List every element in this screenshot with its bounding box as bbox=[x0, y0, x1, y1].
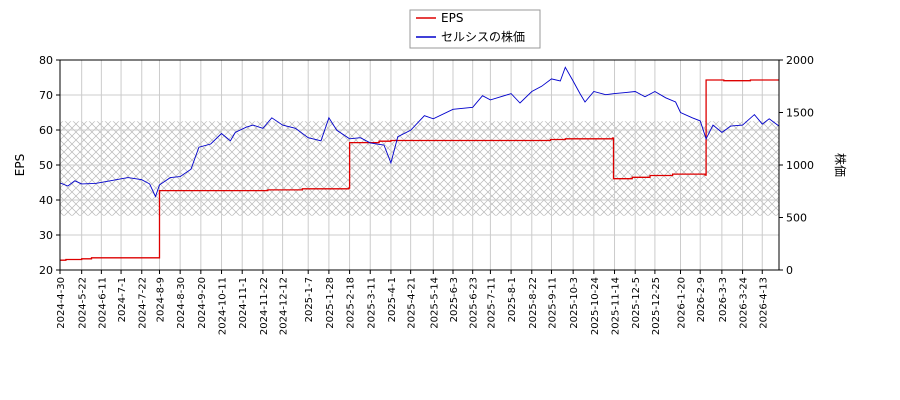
y-tick-label-left: 70 bbox=[39, 89, 53, 102]
x-tick-label: 2024-8-30 bbox=[176, 277, 187, 329]
y-tick-label-right: 1000 bbox=[786, 159, 814, 172]
series-line-1 bbox=[60, 66, 779, 198]
x-tick-label: 2024-4-30 bbox=[56, 277, 67, 329]
x-tick-label: 2025-4-1 bbox=[387, 277, 398, 322]
x-tick-label: 2025-1-28 bbox=[325, 277, 336, 329]
x-tick-label: 2025-3-11 bbox=[366, 277, 377, 329]
y-tick-label-left: 60 bbox=[39, 124, 53, 137]
y-tick-label-right: 1500 bbox=[786, 107, 814, 120]
x-tick-label: 2025-1-7 bbox=[304, 277, 315, 322]
x-tick-label: 2025-7-11 bbox=[486, 277, 497, 329]
x-tick-label: 2025-11-14 bbox=[611, 277, 622, 335]
x-tick-label: 2025-9-11 bbox=[547, 277, 558, 329]
x-tick-label: 2025-8-22 bbox=[528, 277, 539, 329]
x-tick-label: 2025-8-1 bbox=[507, 277, 518, 322]
legend-label-stock-price: セルシスの株価 bbox=[441, 29, 525, 44]
x-tick-label: 2024-6-11 bbox=[97, 277, 108, 329]
y-tick-label-left: 80 bbox=[39, 54, 53, 67]
x-tick-label: 2025-12-5 bbox=[631, 277, 642, 329]
x-tick-label: 2025-10-3 bbox=[569, 277, 580, 329]
y-axis-label-left: EPS bbox=[13, 154, 27, 176]
y-tick-label-left: 40 bbox=[39, 194, 53, 207]
legend-label-eps: EPS bbox=[441, 11, 463, 25]
y-tick-label-right: 2000 bbox=[786, 54, 814, 67]
x-tick-label: 2024-5-22 bbox=[78, 277, 89, 329]
legend: EPS セルシスの株価 bbox=[409, 9, 541, 49]
x-tick-label: 2024-7-1 bbox=[117, 277, 128, 322]
x-tick-label: 2024-11-1 bbox=[238, 277, 249, 329]
y-tick-label-left: 20 bbox=[39, 264, 53, 277]
axes: 20 30 40 50 60 70 80 0 500 1000 1500 2000 2024-4-30 2… bbox=[39, 54, 814, 335]
x-tick-label: 2025-4-21 bbox=[407, 277, 418, 329]
x-tick-label: 2025-2-18 bbox=[346, 277, 357, 329]
x-tick-label: 2024-7-22 bbox=[138, 277, 149, 329]
y-axis-label-right: 株価 bbox=[833, 153, 848, 177]
y-tick-label-left: 30 bbox=[39, 229, 53, 242]
x-tick-label: 2024-8-9 bbox=[155, 277, 166, 322]
x-tick-label: 2024-10-11 bbox=[218, 277, 229, 335]
x-tick-label: 2025-10-24 bbox=[590, 277, 601, 335]
series-layer bbox=[60, 66, 779, 261]
x-tick-label: 2026-4-13 bbox=[758, 277, 769, 329]
x-tick-label: 2026-1-20 bbox=[677, 277, 688, 329]
y-tick-label-right: 0 bbox=[786, 264, 793, 277]
series-line-0 bbox=[60, 79, 779, 261]
y-tick-label-left: 50 bbox=[39, 159, 53, 172]
y-tick-label-right: 500 bbox=[786, 212, 807, 225]
x-tick-label: 2025-5-14 bbox=[429, 277, 440, 329]
x-tick-label: 2025-6-23 bbox=[469, 277, 480, 329]
x-tick-label: 2024-9-20 bbox=[197, 277, 208, 329]
x-tick-label: 2025-6-3 bbox=[449, 277, 460, 322]
x-tick-label: 2024-12-12 bbox=[279, 277, 290, 335]
x-tick-label: 2026-3-24 bbox=[739, 277, 750, 329]
x-tick-label: 2026-3-3 bbox=[718, 277, 729, 322]
x-tick-label: 2024-11-22 bbox=[259, 277, 270, 335]
legend-box bbox=[409, 9, 541, 49]
hatched-band bbox=[60, 121, 779, 216]
x-tick-label: 2026-2-9 bbox=[696, 277, 707, 322]
x-tick-label: 2025-12-25 bbox=[651, 277, 662, 335]
